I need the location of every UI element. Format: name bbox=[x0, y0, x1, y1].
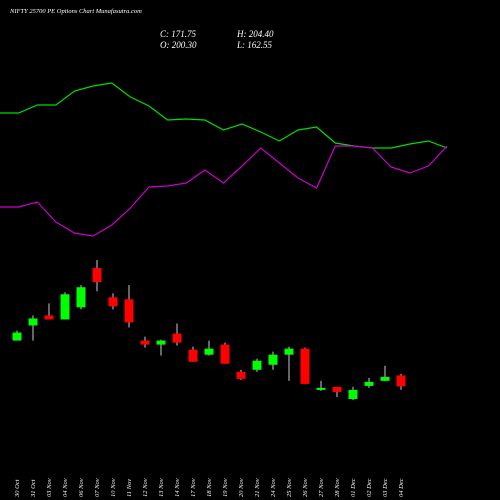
x-tick-label: 14 Nov bbox=[174, 478, 181, 497]
x-tick-label: 27 Nov bbox=[318, 478, 325, 497]
candle-body bbox=[204, 348, 214, 355]
candle-body bbox=[140, 340, 150, 345]
x-tick-label: 17 Nov bbox=[190, 478, 197, 497]
x-tick-label: 25 Nov bbox=[286, 478, 293, 497]
candle-body bbox=[316, 387, 326, 390]
candle-body bbox=[364, 381, 374, 386]
candle-body bbox=[76, 287, 86, 308]
candle-body bbox=[380, 376, 390, 381]
close-label: C: 171.75 bbox=[160, 29, 197, 39]
x-tick-label: 10 Nov bbox=[110, 478, 117, 497]
candle-body bbox=[108, 297, 118, 307]
candle-body bbox=[396, 375, 406, 387]
low-label: L: 162.55 bbox=[236, 40, 273, 50]
candle-body bbox=[28, 318, 38, 326]
open-label: O: 200.30 bbox=[160, 40, 197, 50]
x-tick-label: 04 Dec bbox=[398, 478, 405, 497]
x-tick-label: 06 Nov bbox=[78, 478, 85, 497]
candle-body bbox=[332, 386, 342, 392]
x-tick-label: 12 Nov bbox=[142, 478, 149, 497]
x-tick-label: 21 Nov bbox=[254, 478, 261, 497]
x-tick-label: 20 Nov bbox=[238, 478, 245, 497]
candle-body bbox=[252, 360, 262, 370]
candle-body bbox=[60, 294, 70, 320]
candle-body bbox=[300, 348, 310, 384]
indicator-line bbox=[0, 82, 448, 149]
x-tick-label: 11 Nov bbox=[126, 479, 133, 497]
candle-body bbox=[268, 354, 278, 365]
indicator-line bbox=[0, 145, 448, 237]
x-tick-label: 13 Nov bbox=[158, 478, 165, 497]
x-tick-label: 02 Dec bbox=[366, 478, 373, 497]
candle-body bbox=[284, 348, 294, 355]
x-tick-label: 30 Oct bbox=[14, 479, 21, 498]
candle-body bbox=[44, 315, 54, 320]
x-tick-label: 18 Nov bbox=[206, 478, 213, 497]
candle-body bbox=[348, 389, 358, 400]
x-tick-label: 04 Nov bbox=[62, 478, 69, 497]
chart-title: NIFTY 25700 PE Options Chart Munafasutra… bbox=[9, 8, 142, 15]
candle-body bbox=[220, 344, 230, 364]
x-tick-label: 01 Dec bbox=[350, 478, 357, 497]
x-tick-label: 24 Nov bbox=[270, 478, 277, 497]
high-label: H: 204.40 bbox=[236, 29, 274, 39]
candle-body bbox=[236, 371, 246, 379]
candle-body bbox=[124, 299, 134, 323]
x-tick-label: 28 Nov bbox=[334, 478, 341, 497]
x-tick-label: 26 Nov bbox=[302, 478, 309, 497]
x-tick-label: 31 Oct bbox=[30, 479, 37, 498]
candle-body bbox=[188, 349, 198, 362]
x-tick-label: 03 Nov bbox=[46, 478, 53, 497]
x-tick-label: 03 Dec bbox=[382, 478, 389, 497]
candle-body bbox=[156, 340, 166, 345]
candle-body bbox=[172, 333, 182, 343]
candle-body bbox=[92, 268, 102, 283]
x-tick-label: 07 Nov bbox=[94, 478, 101, 497]
x-tick-label: 19 Nov bbox=[222, 478, 229, 497]
candle-body bbox=[12, 332, 22, 341]
